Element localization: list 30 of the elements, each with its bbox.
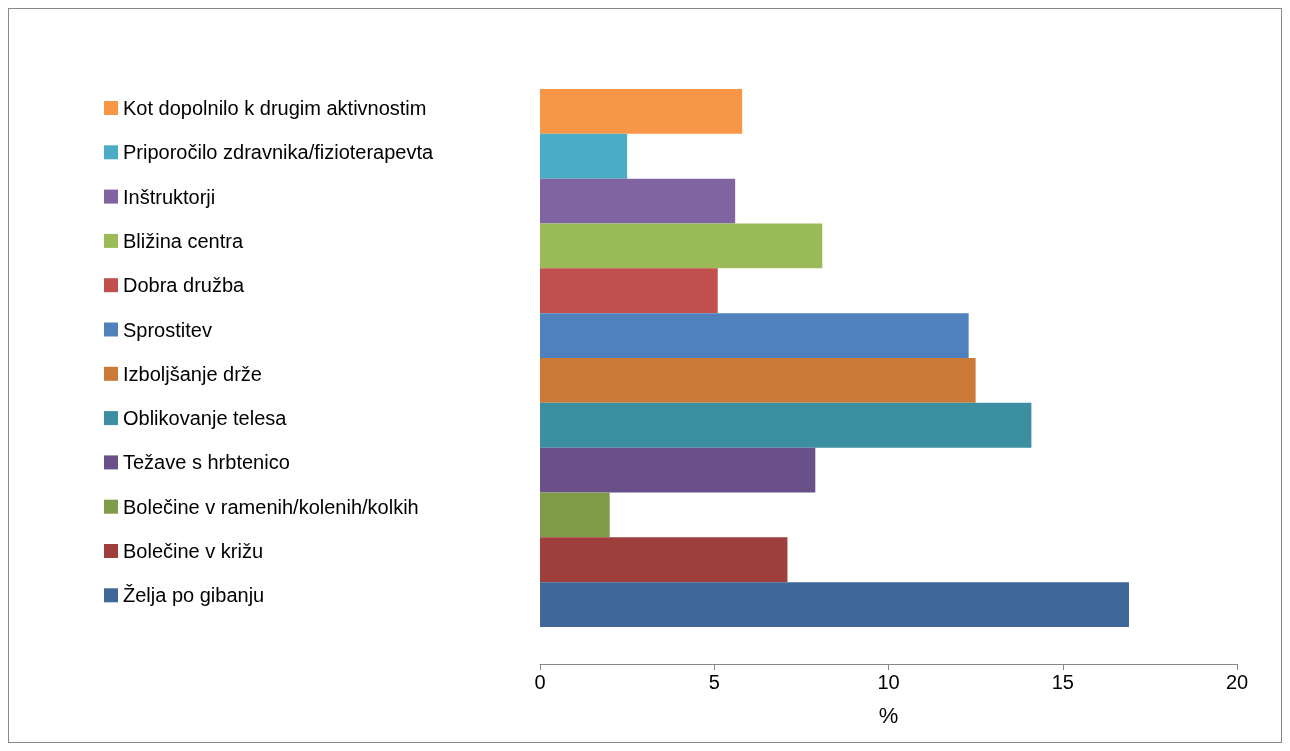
bar	[540, 133, 628, 179]
legend-label: Bližina centra	[123, 229, 244, 252]
legend-label: Oblikovanje telesa	[123, 407, 288, 430]
bar	[540, 313, 969, 358]
x-tick-label: 10	[877, 671, 900, 693]
bar	[540, 402, 1032, 448]
legend-label: Želja po gibanju	[123, 584, 265, 607]
legend-label: Sprostitev	[123, 318, 212, 341]
bar	[540, 178, 736, 224]
x-tick-label: 5	[708, 671, 720, 693]
x-tick-label: 15	[1051, 671, 1074, 693]
legend-label: Priporočilo zdravnika/fizioterapevta	[123, 141, 435, 164]
bar	[540, 268, 718, 314]
legend-label: Dobra družba	[123, 274, 246, 297]
legend-label: Kot dopolnilo k drugim aktivnostim	[123, 97, 427, 119]
legend-label: Težave s hrbtenico	[123, 451, 290, 474]
x-tick-label: 20	[1225, 671, 1249, 693]
legend-label: Bolečine v ramenih/kolenih/kolkih	[123, 495, 419, 518]
x-tick-label: 0	[534, 671, 546, 693]
bar	[540, 89, 743, 134]
bar	[540, 447, 816, 493]
legend-label: Inštruktorji	[123, 185, 216, 208]
legend-label: Izboljšanje drže	[123, 362, 262, 385]
bar	[540, 223, 823, 269]
bar	[540, 582, 1129, 627]
legend-label: Bolečine v križu	[123, 540, 264, 562]
bar	[540, 358, 976, 403]
x-axis-title: %	[878, 702, 899, 728]
bar	[540, 537, 788, 583]
bar	[540, 492, 610, 538]
